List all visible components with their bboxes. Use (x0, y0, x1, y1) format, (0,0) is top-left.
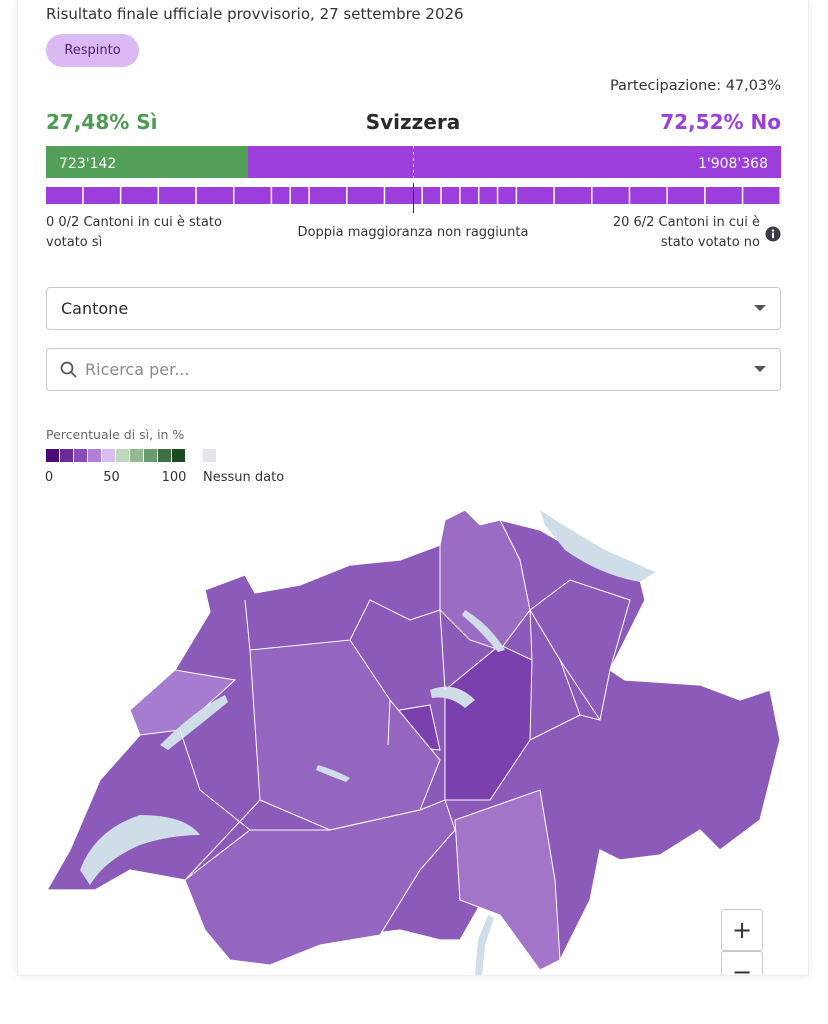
legend-swatch (74, 449, 87, 462)
canton-segment (517, 187, 554, 204)
canton (529, 579, 631, 721)
canton-segment (121, 187, 158, 204)
legend-tick-label: 50 (103, 470, 120, 485)
no-share: 72,52% No (660, 110, 781, 134)
canton-segment (291, 187, 309, 204)
participation: Partecipazione: 47,03% (609, 78, 781, 94)
caret (754, 305, 766, 311)
canton (129, 669, 237, 736)
canton-segment (196, 187, 233, 204)
canton-segment (347, 187, 384, 204)
legend-swatch-nodata (203, 449, 216, 462)
canton-segment (385, 187, 422, 204)
canton-segment (83, 187, 120, 204)
canton-segment (309, 187, 347, 204)
canton-segment (592, 187, 629, 204)
legend: 0 50 100 Nessun dato (45, 449, 284, 485)
level-dropdown[interactable]: Cantone (46, 287, 781, 330)
canton-segment (159, 187, 196, 204)
region-name: Svizzera (365, 110, 461, 134)
dropdown-value: Cantone (61, 299, 129, 318)
canton-segment (422, 187, 441, 204)
yes-bar (46, 146, 248, 178)
search-placeholder: Ricerca per... (85, 360, 190, 379)
canton-segment (498, 187, 516, 204)
subtitle: Risultato finale ufficiale provvisorio, … (46, 5, 464, 23)
cantons-yes: 0 0/2 Cantoni in cui è stato votato sì (46, 215, 222, 250)
canton (249, 639, 441, 831)
search-icon (60, 361, 77, 378)
caret (754, 366, 766, 372)
zoom-in[interactable]: + (721, 909, 763, 951)
legend-swatch (102, 449, 115, 462)
legend-swatch (172, 449, 185, 462)
result-card: Risultato finale ufficiale provvisorio, … (18, 0, 808, 975)
status-badge: Respinto (46, 34, 139, 67)
no-votes: 1'908'368 (698, 156, 768, 172)
canton-segment (743, 187, 780, 204)
zoom-out[interactable]: − (721, 951, 763, 975)
legend-swatch (46, 449, 59, 462)
canton-segment (46, 187, 83, 204)
map[interactable] (18, 495, 808, 975)
legend-swatch (158, 449, 171, 462)
borders (179, 599, 601, 881)
info-icon[interactable] (765, 226, 781, 242)
canton-segment (630, 187, 667, 204)
double-majority: Doppia maggioranza non raggiunta (297, 225, 529, 240)
canton (454, 789, 561, 971)
canton-segment (234, 187, 271, 204)
result-bars: 723'142 1'908'368 (46, 146, 781, 213)
lakes (80, 510, 655, 975)
legend-swatch (88, 449, 101, 462)
canton (184, 799, 456, 966)
legend-nodata-label: Nessun dato (203, 470, 284, 485)
legend-swatch (116, 449, 129, 462)
no-bar (247, 146, 781, 178)
legend-title: Percentuale di sì, in % (46, 427, 185, 442)
canton-segment (441, 187, 460, 204)
legend-tick-label: 100 (162, 470, 187, 485)
legend-swatch (144, 449, 157, 462)
canton-segment (667, 187, 705, 204)
canton-segment (272, 187, 290, 204)
canton-segment (554, 187, 592, 204)
search-box[interactable]: Ricerca per... (46, 348, 781, 391)
yes-votes: 723'142 (59, 156, 116, 172)
legend-swatch (130, 449, 143, 462)
cantons-no: 20 6/2 Cantoni in cui è stato votato no (612, 215, 760, 250)
canton-segment (479, 187, 497, 204)
canton-segment (705, 187, 742, 204)
legend-tick-label: 0 (45, 470, 53, 485)
canton-segment (460, 187, 478, 204)
yes-share: 27,48% Sì (46, 110, 158, 134)
legend-swatch (60, 449, 73, 462)
